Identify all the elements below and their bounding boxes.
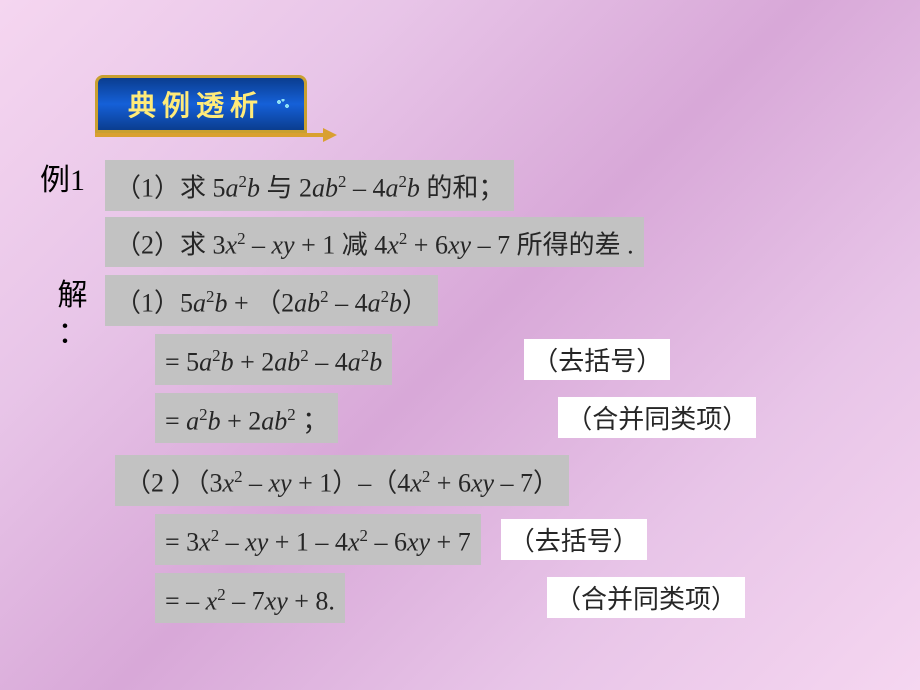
- solution-1-line-2: = 5a2b + 2ab2 – 4a2b: [155, 334, 392, 385]
- solution-1-line-1: （1）5a2b + （2ab2 – 4a2b）: [105, 275, 438, 326]
- content-area: 例1 （1）求 5a2b 与 2ab2 – 4a2b 的和； （2）求 3x2 …: [40, 160, 900, 633]
- banner-title: 典例透析: [95, 75, 307, 133]
- problem-2: （2）求 3x2 – xy + 1 减 4x2 + 6xy – 7 所得的差 .: [105, 217, 644, 268]
- solution-2-line-2: = 3x2 – xy + 1 – 4x2 – 6xy + 7: [155, 514, 481, 565]
- problem-2-row: （2）求 3x2 – xy + 1 减 4x2 + 6xy – 7 所得的差 .: [40, 217, 900, 268]
- solution-row: 解 ： （1）5a2b + （2ab2 – 4a2b） = 5a2b + 2ab…: [40, 275, 900, 627]
- example-label: 例1: [40, 160, 105, 202]
- annotation-combine-2: （合并同类项）: [547, 577, 745, 618]
- solution-2-line-3: = – x2 – 7xy + 8.: [155, 573, 345, 624]
- problem-1-row: 例1 （1）求 5a2b 与 2ab2 – 4a2b 的和；: [40, 160, 900, 211]
- annotation-remove-paren-1: （去括号）: [524, 339, 670, 380]
- section-banner: 典例透析: [95, 75, 325, 137]
- banner-arrow: [95, 133, 325, 137]
- solution-1-line-3: = a2b + 2ab2 ；: [155, 393, 338, 444]
- problem-1: （1）求 5a2b 与 2ab2 – 4a2b 的和；: [105, 160, 514, 211]
- annotation-remove-paren-2: （去括号）: [501, 519, 647, 560]
- solution-label: 解 ：: [40, 275, 105, 355]
- annotation-combine-1: （合并同类项）: [558, 397, 756, 438]
- solution-2-line-1: （2 ）（3x2 – xy + 1）–（4x2 + 6xy – 7）: [115, 455, 569, 506]
